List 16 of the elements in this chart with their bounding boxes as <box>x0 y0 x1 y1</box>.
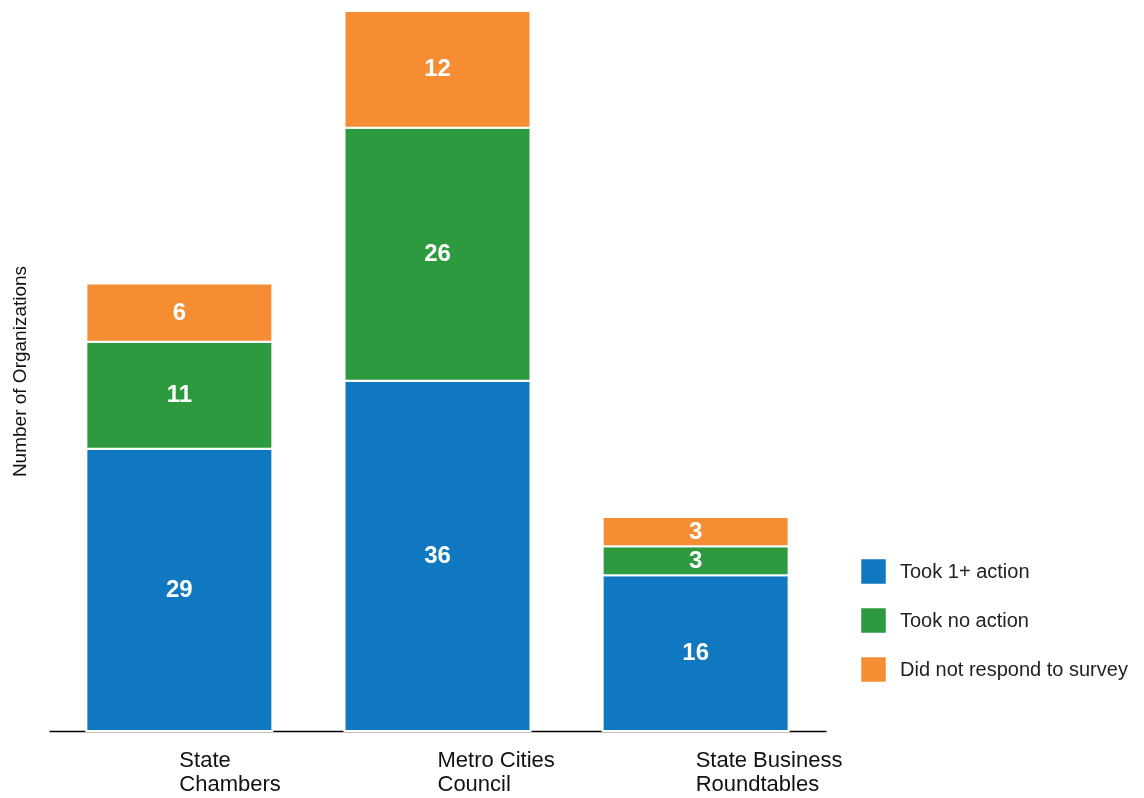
data-label: 36 <box>424 540 451 568</box>
data-label: 16 <box>682 638 709 666</box>
x-tick-label: State Business Roundtables <box>695 746 843 796</box>
data-label: 29 <box>166 574 193 602</box>
data-label: 6 <box>172 297 187 325</box>
data-label: 12 <box>424 54 451 82</box>
x-tick-label: Metro Cities Council <box>437 746 555 796</box>
y-axis-title: Number of Organizations <box>8 265 30 478</box>
legend-label: Took no action <box>900 608 1029 631</box>
data-label: 11 <box>166 380 193 408</box>
data-label: 26 <box>424 239 451 267</box>
legend-label: Took 1+ action <box>900 559 1030 582</box>
x-tick-label: State Chambers <box>179 746 281 796</box>
legend-label: Did not respond to survey <box>900 657 1128 680</box>
data-label: 3 <box>688 545 703 573</box>
data-label: 3 <box>688 516 703 544</box>
